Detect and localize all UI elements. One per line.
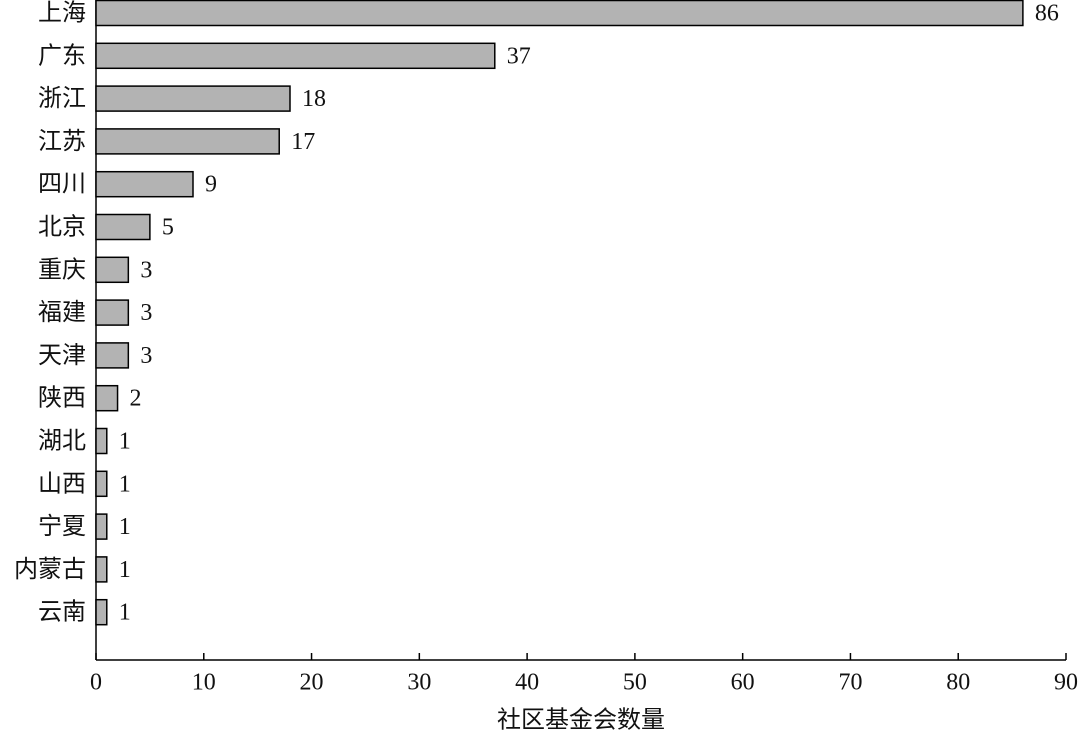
data-label: 1 [119,471,131,497]
y-tick-label: 山西 [38,470,86,497]
y-tick-label: 江苏 [38,128,86,155]
y-tick-label: 内蒙古 [14,556,86,583]
x-tick-label: 50 [623,670,647,696]
data-label: 1 [119,429,131,455]
bar [95,170,194,198]
data-label: 9 [205,172,217,198]
data-label: 5 [162,215,174,241]
bar [95,342,130,369]
data-label: 2 [130,386,142,412]
data-label: 17 [291,129,315,155]
data-label: 86 [1035,1,1059,27]
bar [95,470,108,498]
bar [95,598,108,626]
bar [95,128,280,155]
data-label: 1 [119,514,131,540]
bar [95,513,108,540]
y-tick-label: 浙江 [38,85,86,112]
x-tick-label: 90 [1054,670,1078,696]
data-label: 18 [302,86,326,112]
bar [95,556,108,583]
bar [95,384,119,412]
x-tick-label: 40 [515,670,539,696]
bar [95,0,1024,27]
bar [95,85,291,112]
x-tick-label: 10 [192,670,216,696]
x-tick-label: 60 [731,670,755,696]
y-tick-label: 重庆 [38,256,86,283]
x-tick-label: 20 [300,670,324,696]
data-label: 3 [140,300,152,326]
data-label: 1 [119,557,131,583]
x-tick-label: 0 [90,670,102,696]
data-label: 3 [140,343,152,369]
y-tick-label: 广东 [38,42,86,69]
data-label: 37 [507,43,531,69]
y-tick-label: 四川 [38,172,86,198]
bar [95,427,108,455]
bar [95,256,130,284]
y-tick-label: 湖北 [38,428,86,455]
y-tick-label: 福建 [38,299,86,326]
y-tick-label: 北京 [38,214,86,241]
data-label: 3 [140,257,152,283]
x-tick-label: 80 [946,670,970,696]
x-tick-label: 30 [407,670,431,696]
x-axis-label: 社区基金会数量 [497,707,665,734]
y-tick-label: 宁夏 [38,513,86,540]
y-tick-label: 陕西 [38,385,86,412]
bar [95,213,151,241]
bar [95,42,496,70]
bar [95,299,130,326]
y-tick-label: 天津 [38,342,86,369]
data-label: 1 [119,600,131,626]
x-tick-label: 70 [838,670,862,696]
y-tick-label: 上海 [38,0,86,27]
y-tick-label: 云南 [38,599,86,626]
